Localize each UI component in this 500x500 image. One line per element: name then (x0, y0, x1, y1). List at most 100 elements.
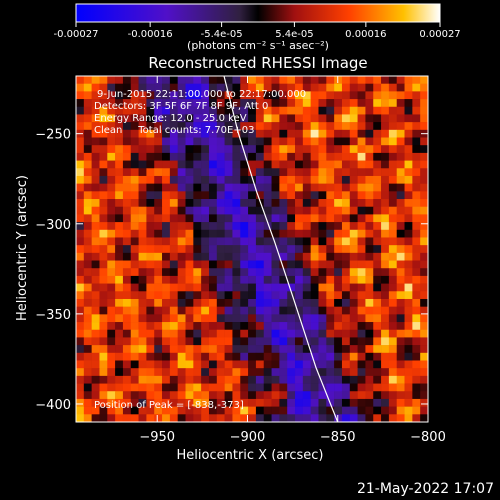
heatmap-cell (154, 106, 163, 115)
heatmap-cell (365, 298, 374, 307)
heatmap-cell (287, 345, 296, 354)
heatmap-cell (208, 222, 218, 231)
heatmap-cell (76, 291, 85, 300)
heatmap-cell (412, 260, 421, 269)
heatmap-cell (162, 145, 171, 154)
heatmap-cell (310, 245, 319, 254)
heatmap-cell (334, 222, 343, 231)
heatmap-cell (295, 129, 304, 138)
heatmap-cell (177, 291, 186, 300)
heatmap-cell (177, 406, 186, 415)
heatmap-cell (357, 275, 366, 284)
heatmap-cell (177, 298, 186, 307)
heatmap-cell (318, 122, 327, 131)
heatmap-cell (381, 283, 390, 292)
heatmap-cell (169, 145, 178, 154)
heatmap-cell (341, 252, 351, 261)
heatmap-cell (357, 129, 366, 138)
heatmap-cell (138, 76, 147, 84)
heatmap-cell (240, 360, 249, 369)
heatmap-cell (240, 137, 249, 146)
heatmap-cell (154, 306, 163, 315)
heatmap-cell (216, 214, 225, 223)
heatmap-cell (271, 322, 280, 331)
heatmap-cell (388, 222, 398, 231)
heatmap-cell (185, 122, 194, 131)
heatmap-cell (263, 129, 272, 138)
heatmap-cell (193, 152, 202, 161)
heatmap-cell (107, 122, 116, 131)
heatmap-cell (122, 160, 132, 169)
heatmap-cell (216, 222, 225, 231)
heatmap-cell (349, 160, 358, 169)
heatmap-cell (365, 183, 374, 192)
heatmap-cell (201, 122, 210, 131)
heatmap-cell (169, 275, 178, 284)
heatmap-cell (334, 252, 343, 261)
heatmap-cell (334, 322, 343, 331)
heatmap-cell (349, 398, 358, 407)
heatmap-cell (208, 298, 218, 307)
heatmap-cell (381, 352, 390, 361)
heatmap-cell (185, 268, 194, 277)
heatmap-cell (341, 137, 351, 146)
heatmap-cell (154, 137, 163, 146)
heatmap-cell (310, 391, 319, 400)
heatmap-cell (271, 106, 280, 115)
heatmap-cell (412, 322, 421, 331)
heatmap-cell (326, 99, 335, 108)
heatmap-cell (201, 337, 210, 346)
heatmap-cell (185, 183, 194, 192)
heatmap-cell (76, 191, 85, 200)
heatmap-cell (138, 375, 147, 384)
heatmap-cell (388, 360, 398, 369)
heatmap-cell (381, 360, 390, 369)
heatmap-cell (169, 76, 178, 84)
heatmap-cell (310, 337, 319, 346)
heatmap-cell (107, 252, 116, 261)
heatmap-cell (310, 298, 319, 307)
heatmap-cell (177, 260, 186, 269)
heatmap-cell (115, 145, 124, 154)
heatmap-cell (130, 175, 139, 184)
heatmap-cell (193, 214, 202, 223)
heatmap-cell (99, 245, 108, 254)
heatmap-cell (271, 199, 280, 208)
heatmap-cell (185, 414, 194, 422)
heatmap-cell (412, 91, 421, 100)
heatmap-cell (177, 368, 186, 377)
heatmap-cell (373, 352, 382, 361)
heatmap-cell (248, 383, 257, 392)
heatmap-cell (216, 129, 225, 138)
heatmap-cell (318, 329, 327, 338)
heatmap-cell (76, 114, 85, 123)
heatmap-cell (240, 175, 249, 184)
heatmap-cell (365, 191, 374, 200)
heatmap-cell (162, 168, 171, 177)
heatmap-cell (412, 314, 421, 323)
heatmap-cell (99, 414, 108, 422)
heatmap-cell (154, 352, 163, 361)
heatmap-cell (224, 337, 233, 346)
heatmap-cell (169, 137, 178, 146)
heatmap-cell (146, 114, 155, 123)
heatmap-cell (255, 322, 265, 331)
heatmap-cell (91, 352, 100, 361)
heatmap-cell (334, 383, 343, 392)
heatmap-cell (412, 160, 421, 169)
heatmap-cell (326, 406, 335, 415)
heatmap-cell (287, 391, 296, 400)
heatmap-cell (271, 129, 280, 138)
heatmap-cell (318, 398, 327, 407)
heatmap-cell (162, 268, 171, 277)
heatmap-cell (216, 122, 225, 131)
heatmap-cell (318, 245, 327, 254)
annotation-time: 9-Jun-2015 22:11:00.000 to 22:17:00.000 (97, 89, 306, 100)
heatmap-cell (295, 360, 304, 369)
heatmap-cell (193, 360, 202, 369)
heatmap-cell (169, 191, 178, 200)
heatmap-cell (248, 406, 257, 415)
heatmap-cell (287, 137, 296, 146)
heatmap-cell (177, 283, 186, 292)
heatmap-cell (83, 345, 92, 354)
